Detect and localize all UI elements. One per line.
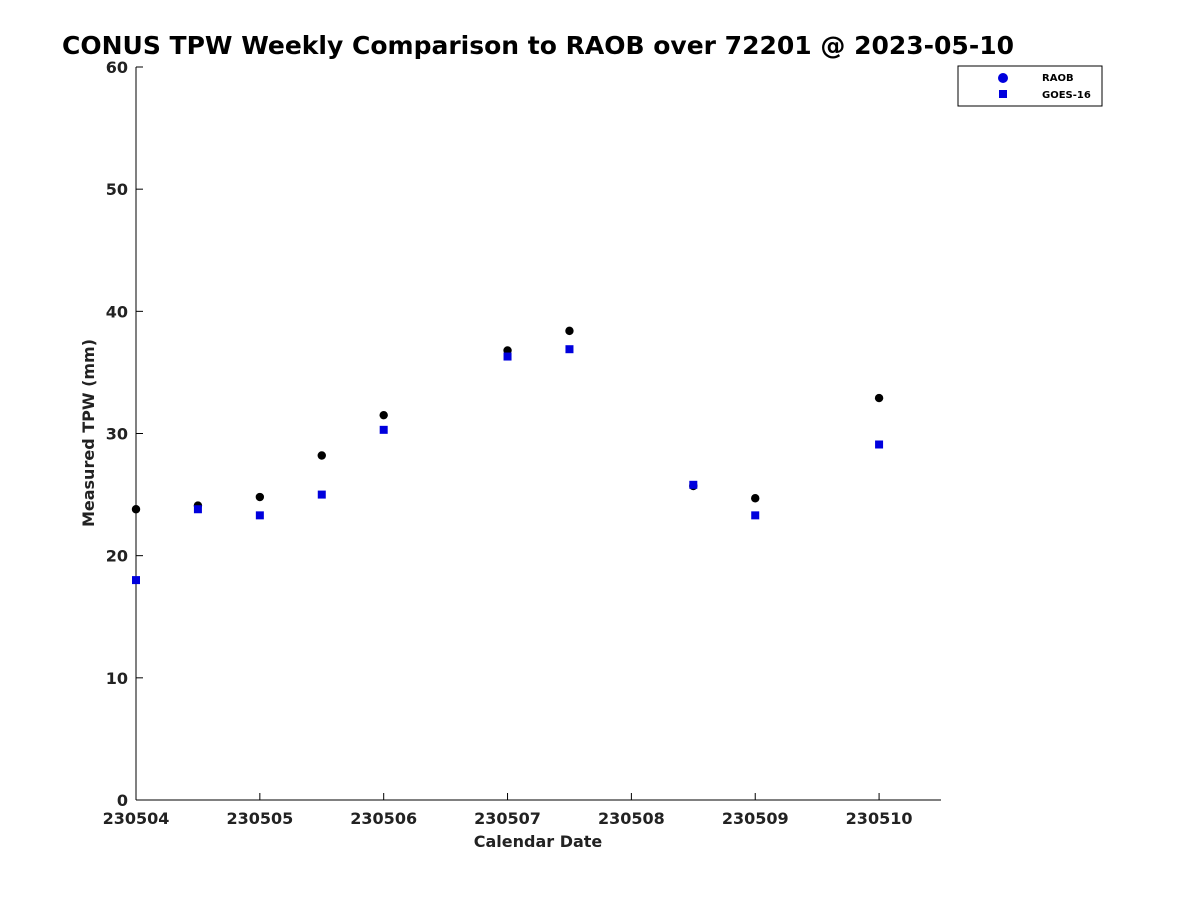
y-axis-ticks: 0 10 20 30 40 50 60 [106, 58, 143, 810]
goes-16-point [379, 425, 388, 434]
series-goes-16 [132, 345, 884, 585]
goes-16-point [689, 480, 698, 489]
raob-point [317, 451, 326, 460]
legend-box [957, 65, 1103, 107]
goes-16-point [503, 352, 512, 361]
y-tick-label: 20 [106, 547, 128, 566]
data-series [131, 326, 884, 585]
x-axis-label: Calendar Date [474, 832, 603, 851]
raob-point [503, 346, 512, 355]
x-tick-label: 230504 [103, 809, 170, 828]
legend-label-goes: GOES-16 [1042, 90, 1091, 101]
goes-16-point [751, 511, 760, 520]
x-tick-label: 230510 [846, 809, 913, 828]
x-axis-ticks: 230504 230505 230506 230507 230508 230509 2305… [103, 793, 913, 828]
x-tick-label: 230507 [474, 809, 541, 828]
raob-point [379, 410, 388, 420]
x-tick-label: 230506 [350, 809, 417, 828]
raob-point [255, 492, 265, 502]
raob-point [751, 494, 760, 503]
legend-label-raob: RAOB [1042, 73, 1074, 84]
y-tick-label: 30 [106, 425, 128, 444]
legend-marker-raob [998, 73, 1008, 83]
goes-16-point [875, 440, 884, 449]
goes-16-point [132, 576, 140, 585]
goes-16-point [193, 505, 202, 514]
raob-point [874, 393, 884, 403]
chart-title: CONUS TPW Weekly Comparison to RAOB over… [62, 31, 1014, 60]
x-tick-label: 230509 [722, 809, 789, 828]
y-tick-label: 40 [106, 302, 128, 321]
y-tick-label: 60 [106, 58, 128, 77]
raob-point [131, 505, 141, 514]
goes-16-point [317, 490, 326, 499]
legend-marker-goes [999, 90, 1007, 98]
y-axis-label: Measured TPW (mm) [79, 339, 98, 527]
x-tick-label: 230505 [226, 809, 293, 828]
goes-16-point [255, 511, 264, 520]
y-tick-label: 0 [117, 791, 128, 810]
raob-point [565, 326, 574, 336]
goes-16-point [565, 345, 574, 354]
x-tick-label: 230508 [598, 809, 665, 828]
y-tick-label: 50 [106, 180, 128, 199]
plot-area [135, 67, 941, 801]
legend: RAOB GOES-16 [957, 65, 1103, 107]
y-tick-label: 10 [106, 669, 128, 688]
